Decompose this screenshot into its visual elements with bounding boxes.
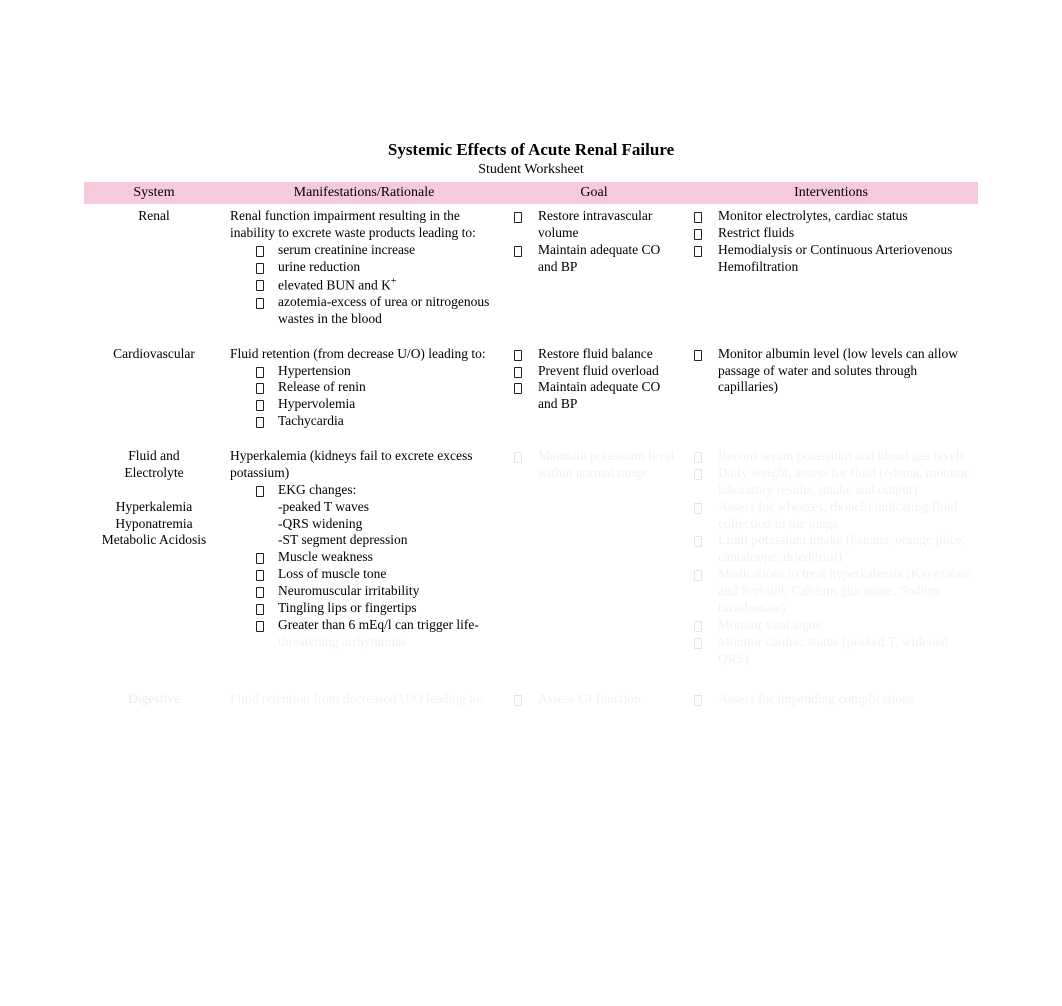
list-item: Muscle weakness [256,549,498,566]
cardio-goal-list: Restore fluid balance Prevent fluid over… [510,346,678,414]
ekg-sub: -QRS widening [230,516,498,533]
list-item: Hemodialysis or Continuous Arteriovenous… [690,242,972,276]
cardio-manifest-intro: Fluid retention (from decrease U/O) lead… [230,346,498,363]
list-item: urine reduction [256,259,498,276]
cell-digestive-system: Digestive [84,681,224,722]
renal-interv-list: Monitor electrolytes, cardiac status Res… [690,208,972,276]
cell-fluid-goal: Maintain potassium level within normal r… [504,444,684,681]
cell-fluid-system: Fluid and Electrolyte Hyperkalemia Hypon… [84,444,224,681]
cell-cardio-system: Cardiovascular [84,342,224,444]
list-item: Prevent fluid overload [510,363,678,380]
cell-digestive-goal: Assess GI function [504,681,684,722]
list-item: Maintain adequate CO and BP [510,379,678,413]
effects-table: System Manifestations/Rationale Goal Int… [84,182,978,722]
cell-renal-system: Renal [84,204,224,342]
cardio-manifest-list: Hypertension Release of renin Hypervolem… [230,363,498,431]
renal-manifest-intro: Renal function impairment resulting in t… [230,208,498,242]
list-item: Monitor vital signs [690,617,972,634]
ekg-sub: -ST segment depression [230,532,498,549]
list-item: elevated BUN and K+ [256,276,498,294]
cardio-interv-list: Monitor albumin level (low levels can al… [690,346,972,397]
faded-text: threatening arrhythmias [230,634,498,651]
table-header-row: System Manifestations/Rationale Goal Int… [84,182,978,204]
page-title: Systemic Effects of Acute Renal Failure [84,140,978,160]
renal-manifest-list: serum creatinine increase urine reductio… [230,242,498,328]
list-item: Maintain potassium level within normal r… [510,448,678,482]
list-item: Loss of muscle tone [256,566,498,583]
cell-cardio-goal: Restore fluid balance Prevent fluid over… [504,342,684,444]
list-item: Restrict fluids [690,225,972,242]
header-goal: Goal [504,182,684,204]
superscript: + [391,276,397,287]
text: Electrolyte [90,465,218,482]
list-item: Maintain adequate CO and BP [510,242,678,276]
list-item: Tachycardia [256,413,498,430]
digestive-goal-list: Assess GI function [510,691,678,708]
header-system: System [84,182,224,204]
list-item: Assess for wheezes, rhonchi indicating f… [690,499,972,533]
renal-goal-list: Restore intravascular volume Maintain ad… [510,208,678,276]
page-subtitle: Student Worksheet [84,162,978,178]
list-item: Monitor electrolytes, cardiac status [690,208,972,225]
text [90,482,218,499]
list-item: Monitor albumin level (low levels can al… [690,346,972,397]
list-item: Tingling lips or fingertips [256,600,498,617]
fluid-manifest-list-2: Muscle weakness Loss of muscle tone Neur… [230,549,498,633]
fluid-goal-list: Maintain potassium level within normal r… [510,448,678,482]
list-item: Neuromuscular irritability [256,583,498,600]
list-item: Greater than 6 mEq/l can trigger life- [256,617,498,634]
cell-renal-goal: Restore intravascular volume Maintain ad… [504,204,684,342]
list-item: Daily weight, assess for fluid (edema, m… [690,465,972,499]
text: Hyponatremia [90,516,218,533]
header-manifest: Manifestations/Rationale [224,182,504,204]
list-item: Release of renin [256,379,498,396]
list-item: Hypervolemia [256,396,498,413]
list-item: Hypertension [256,363,498,380]
text: Fluid and [90,448,218,465]
fluid-manifest-list: EKG changes: [230,482,498,499]
cell-fluid-interventions: Record serum potassium and blood gas lev… [684,444,978,681]
text: Metabolic Acidosis [90,532,218,549]
list-item: Monitor cardiac status (peaked T, widene… [690,634,972,668]
list-item: Limit potassium intake (banana, orange j… [690,532,972,566]
ekg-sub: -peaked T waves [230,499,498,516]
list-item: EKG changes: [256,482,498,499]
list-item: Medications to treat hyperkalemia (Kayex… [690,566,972,617]
text: elevated BUN and K [278,277,391,292]
table-row-fluid: Fluid and Electrolyte Hyperkalemia Hypon… [84,444,978,681]
list-item: Record serum potassium and blood gas lev… [690,448,972,465]
digestive-interv-list: Assess for impending complications [690,691,972,708]
table-row-digestive: Digestive Fluid retention from decreased… [84,681,978,722]
worksheet-page: Systemic Effects of Acute Renal Failure … [0,0,1062,722]
cell-fluid-manifest: Hyperkalemia (kidneys fail to excrete ex… [224,444,504,681]
table-row-cardio: Cardiovascular Fluid retention (from dec… [84,342,978,444]
cell-renal-interventions: Monitor electrolytes, cardiac status Res… [684,204,978,342]
list-item: Restore fluid balance [510,346,678,363]
list-item: Assess GI function [510,691,678,708]
text: Hyperkalemia [90,499,218,516]
fluid-manifest-intro: Hyperkalemia (kidneys fail to excrete ex… [230,448,498,482]
fluid-interv-list: Record serum potassium and blood gas lev… [690,448,972,667]
table-row-renal: Renal Renal function impairment resultin… [84,204,978,342]
header-interventions: Interventions [684,182,978,204]
cell-cardio-manifest: Fluid retention (from decrease U/O) lead… [224,342,504,444]
cell-digestive-manifest: Fluid retention from decreased U/O leadi… [224,681,504,722]
cell-digestive-interventions: Assess for impending complications [684,681,978,722]
list-item: Restore intravascular volume [510,208,678,242]
list-item: Assess for impending complications [690,691,972,708]
list-item: serum creatinine increase [256,242,498,259]
cell-renal-manifest: Renal function impairment resulting in t… [224,204,504,342]
cell-cardio-interventions: Monitor albumin level (low levels can al… [684,342,978,444]
list-item: azotemia-excess of urea or nitrogenous w… [256,294,498,328]
